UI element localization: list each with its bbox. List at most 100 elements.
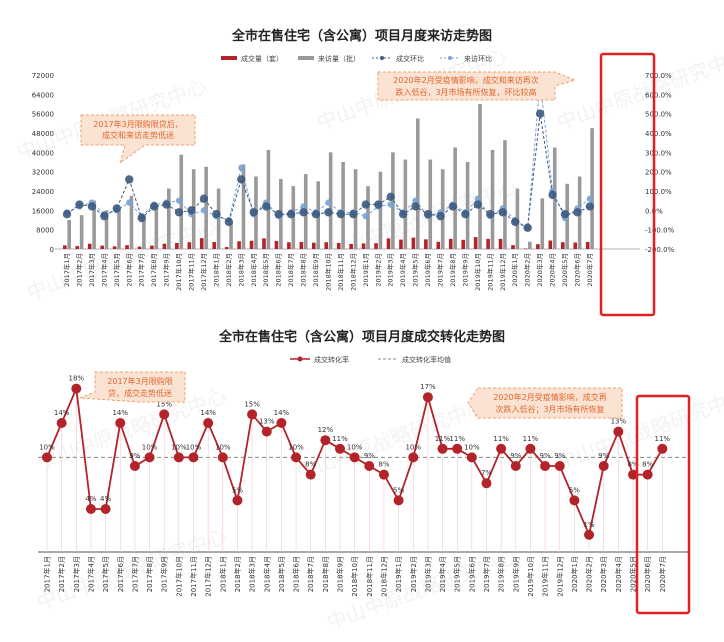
deal-ratio-point: [100, 211, 109, 221]
deal-ratio-point: [299, 208, 308, 217]
rate-data-label: 7%: [481, 469, 492, 477]
note-callout-shape: [80, 114, 196, 165]
bar-visit: [478, 104, 482, 249]
bar-deal: [125, 245, 129, 249]
bar-visit: [590, 128, 594, 249]
y-right-tick-label: 600.0%: [645, 91, 672, 99]
bar-deal: [536, 244, 540, 249]
rate-data-label: 4%: [100, 495, 111, 503]
legend-avg-label: 成交转化率均值: [402, 355, 451, 364]
bar-deal: [199, 238, 204, 249]
deal-ratio-point: [398, 210, 408, 219]
x-tick-label: 2019年8月: [497, 556, 506, 592]
x-tick-label: 2017年3月: [72, 556, 81, 592]
rate-point: [115, 418, 126, 428]
bar-deal: [336, 242, 341, 249]
x-tick-label: 2017年9月: [162, 253, 171, 287]
legend-visit-ratio-label: 来访环比: [464, 54, 492, 63]
x-tick-label: 2017年10月: [174, 253, 183, 291]
deal-ratio-point: [486, 210, 495, 219]
bar-visit: [167, 188, 171, 249]
x-tick-label: 2017年12月: [204, 556, 213, 597]
x-tick-label: 2017年2月: [74, 253, 83, 287]
legend-deal-ratio-label: 成交环比: [396, 54, 424, 63]
x-tick-label: 2019年6月: [467, 556, 476, 592]
rate-data-label: 13%: [611, 418, 627, 426]
y-left-tick-label: 72000: [32, 72, 54, 80]
rate-data-label: 8%: [642, 461, 653, 469]
bar-deal: [299, 241, 304, 249]
bar-deal: [511, 245, 515, 249]
chart2-title: 全市在售住宅（含公寓）项目月度成交转化走势图: [218, 329, 505, 345]
rate-point: [335, 443, 345, 454]
rate-point: [481, 478, 492, 489]
x-tick-label: 2017年1月: [62, 253, 71, 287]
deal-ratio-point: [224, 217, 234, 227]
note-callout-shape: [467, 387, 623, 419]
deal-ratio-point: [535, 109, 545, 118]
rate-point: [393, 495, 404, 506]
rate-data-label: 11%: [435, 435, 451, 443]
chart1-legend: 成交量（套） 来访量（批） 成交环比 来访环比: [221, 54, 492, 63]
rate-point: [554, 461, 565, 471]
visit-ratio-point: [238, 164, 245, 171]
rate-point: [598, 461, 609, 471]
deal-ratio-point: [448, 202, 458, 211]
bar-deal: [473, 237, 478, 249]
rate-data-label: 15%: [244, 400, 260, 408]
rate-point: [496, 443, 507, 454]
rate-point: [56, 418, 67, 428]
rate-point: [510, 461, 521, 471]
deal-ratio-point: [212, 210, 221, 219]
deal-ratio-point: [585, 202, 595, 211]
x-tick-label: 2019年2月: [373, 253, 382, 287]
rate-point: [232, 495, 243, 506]
note-line-2: 贷，成交走势低迷: [108, 388, 172, 398]
bar-visit: [540, 198, 545, 249]
rate-point: [657, 443, 668, 454]
deal-ratio-point: [311, 210, 321, 219]
bar-deal: [137, 246, 142, 249]
note-callout-shape: [79, 371, 186, 403]
legend-deal-swatch: [221, 56, 237, 60]
visit-ratio-point: [474, 195, 482, 202]
x-tick-label: 2018年8月: [299, 253, 308, 287]
y-left-tick-label: 32000: [32, 169, 54, 177]
x-tick-label: 2020年5月: [629, 556, 638, 592]
y-left-tick-label: 64000: [32, 91, 54, 99]
x-tick-label: 2019年7月: [482, 556, 491, 592]
x-tick-label: 2018年7月: [286, 253, 295, 287]
x-tick-label: 2019年5月: [453, 556, 462, 592]
x-tick-label: 2017年10月: [174, 556, 183, 597]
bar-visit: [129, 195, 134, 249]
x-tick-label: 2020年2月: [585, 556, 594, 592]
bar-visit: [266, 149, 271, 249]
bar-deal: [448, 238, 453, 249]
x-tick-label: 2017年4月: [99, 253, 108, 287]
visit-ratio-point: [362, 212, 369, 220]
rate-data-label: 10%: [464, 443, 480, 451]
x-tick-label: 2018年6月: [292, 556, 301, 592]
deal-ratio-point: [560, 210, 570, 219]
deal-ratio-point: [386, 192, 395, 201]
note-line-1: 2020年2月受疫情影响，成交和来访再次: [393, 75, 538, 85]
rate-point: [85, 504, 96, 514]
rate-data-label: 1%: [583, 521, 594, 529]
rate-data-label: 14%: [274, 409, 290, 417]
rate-data-label: 9%: [598, 452, 609, 460]
x-tick-label: 2017年7月: [137, 253, 146, 287]
rate-data-label: 9%: [364, 452, 375, 460]
rate-point: [422, 392, 433, 403]
deal-ratio-point: [75, 200, 84, 209]
x-tick-label: 2020年5月: [560, 253, 569, 287]
deal-ratio-point: [349, 210, 358, 219]
bar-visit: [490, 149, 495, 249]
bar-deal: [87, 243, 92, 249]
bar-visit: [440, 169, 445, 249]
deal-ratio-point: [187, 206, 196, 215]
visit-ratio-point: [325, 199, 332, 206]
x-tick-label: 2019年3月: [386, 253, 395, 287]
legend-visit-ratio-dot: [448, 56, 452, 60]
x-tick-label: 2019年12月: [555, 556, 564, 597]
note-callout-shape: [377, 71, 577, 101]
